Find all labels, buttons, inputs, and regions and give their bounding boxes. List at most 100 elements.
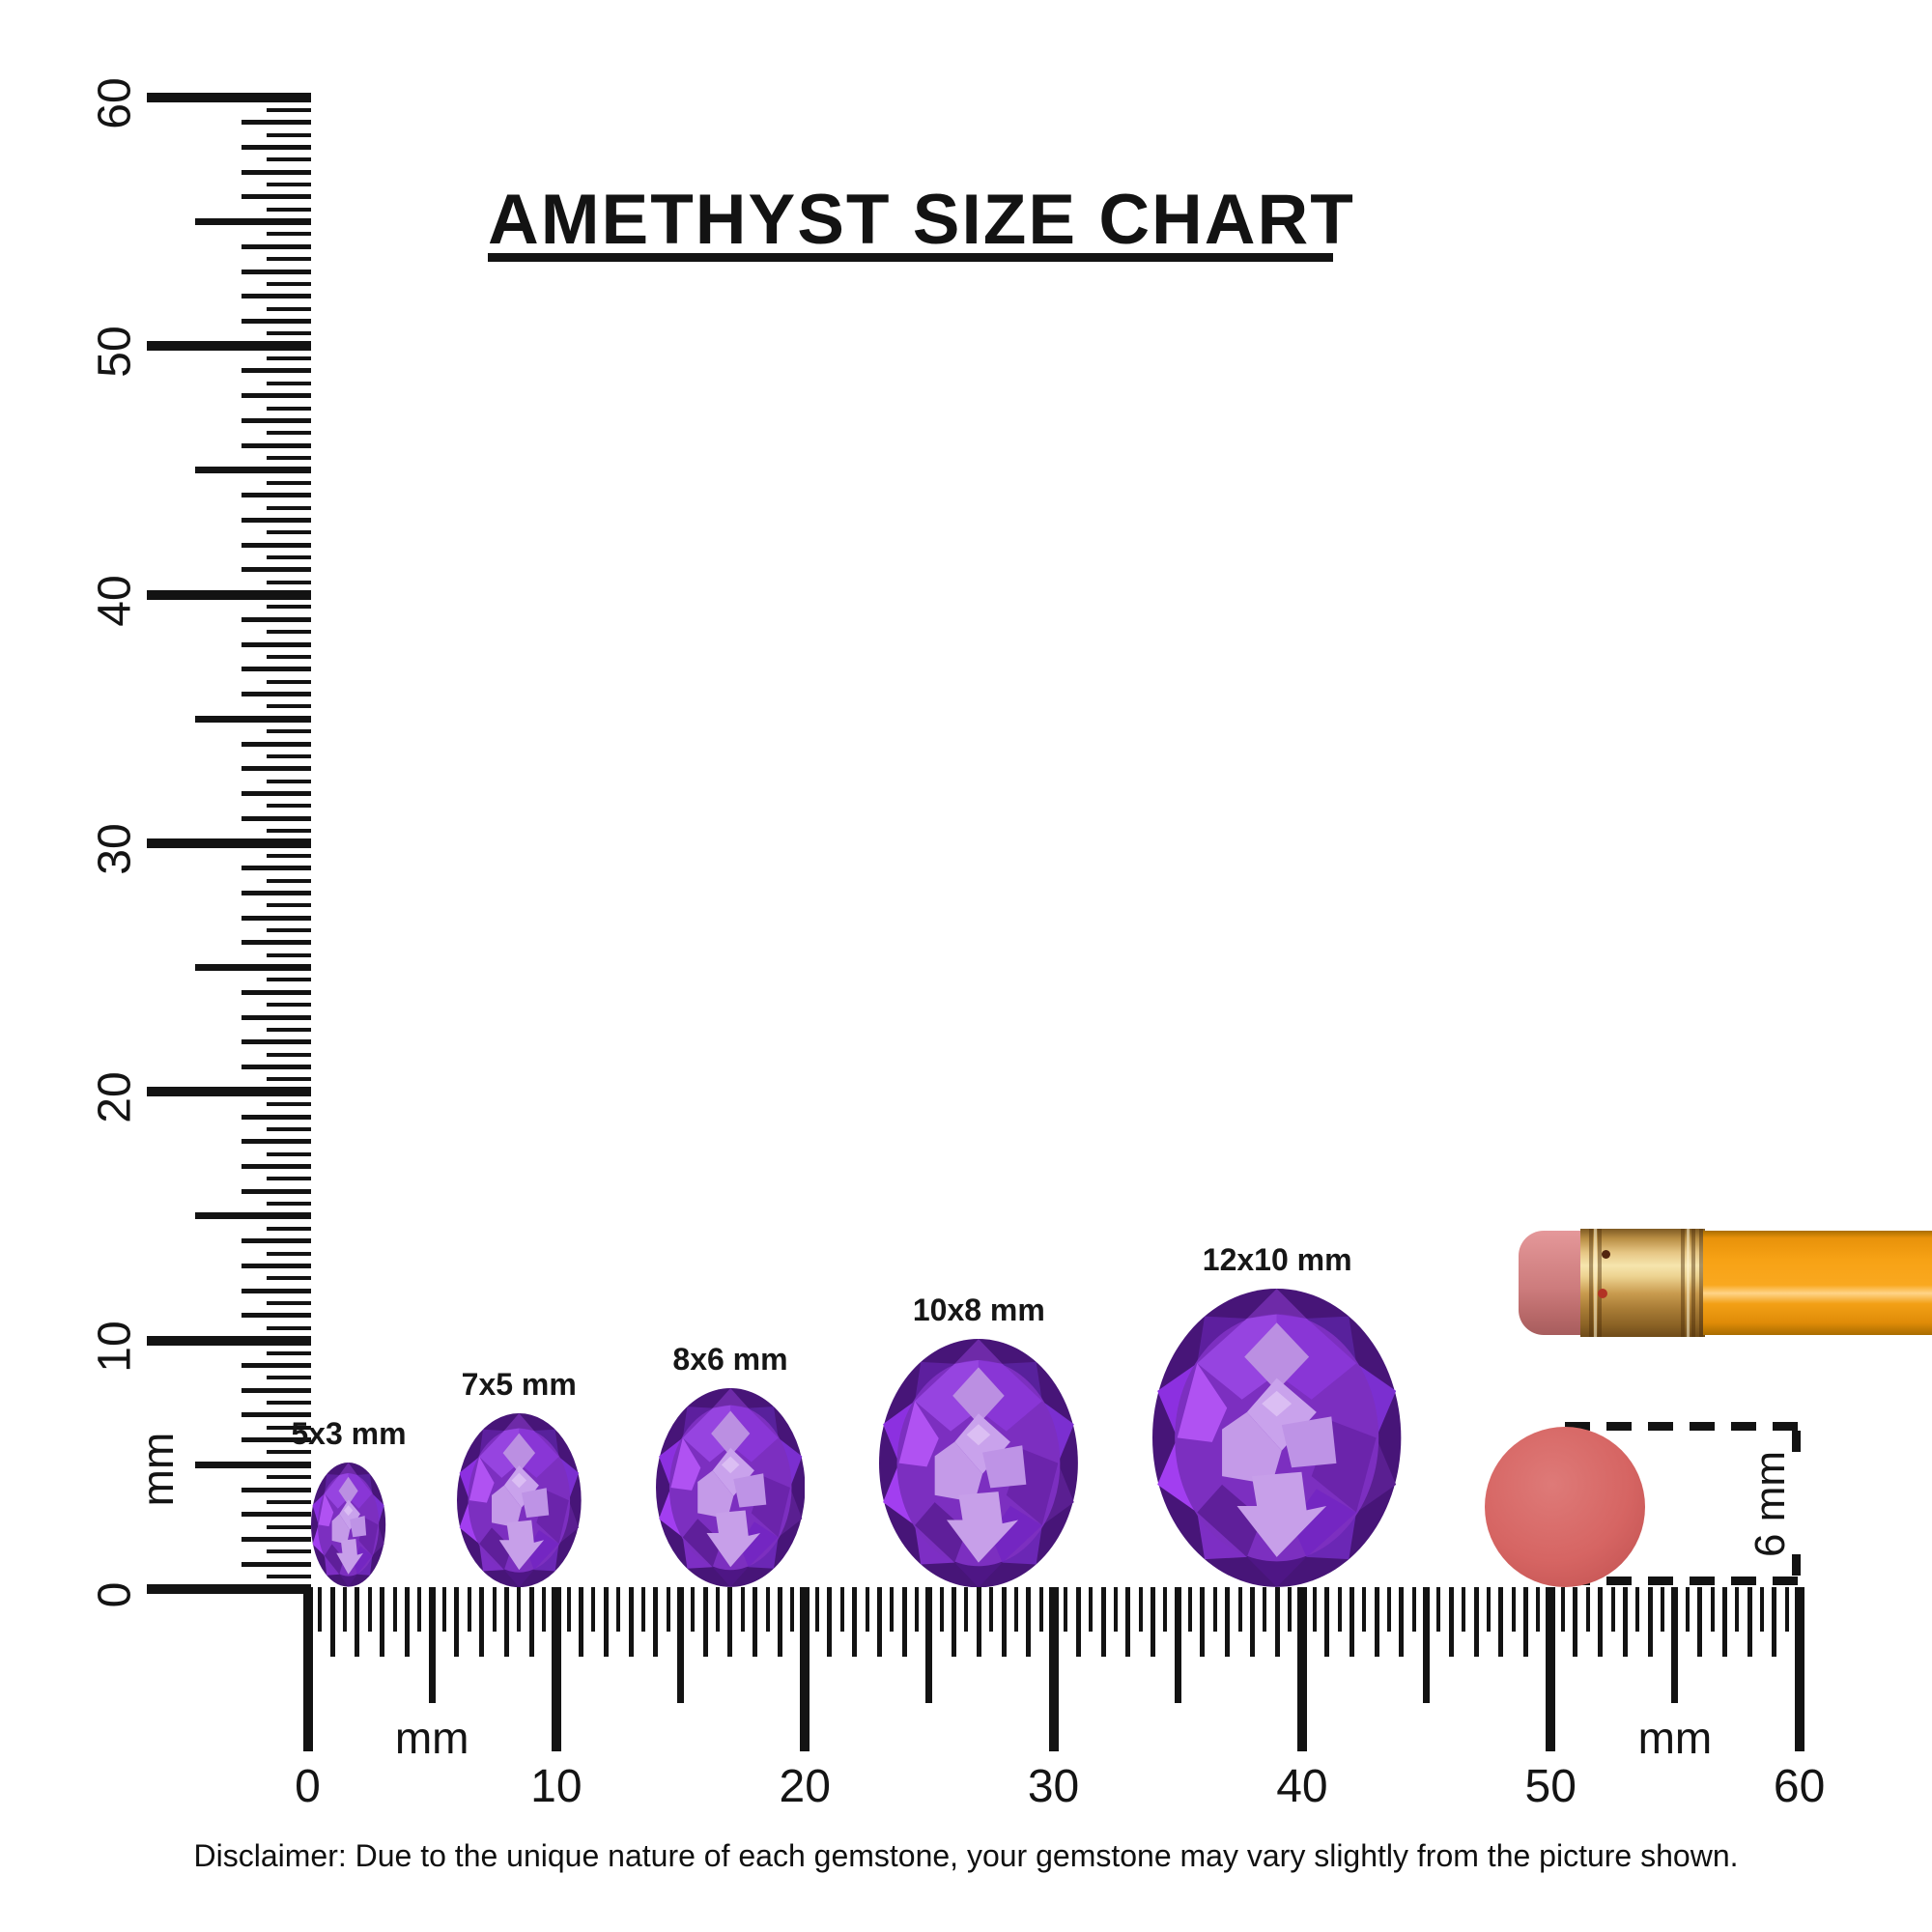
- h-tick: [1411, 1587, 1416, 1632]
- eraser-top-view: [1485, 1427, 1645, 1587]
- h-tick: [865, 1587, 869, 1632]
- h-tick: [329, 1587, 335, 1657]
- h-tick: [1048, 1587, 1059, 1751]
- v-tick: [242, 940, 311, 946]
- v-ruler-unit: mm: [132, 1433, 183, 1507]
- v-tick: [267, 753, 311, 758]
- h-tick: [1100, 1587, 1106, 1657]
- v-tick: [267, 1549, 311, 1554]
- pencil-eraser: [1519, 1231, 1584, 1335]
- h-ruler-unit: mm: [1637, 1713, 1713, 1763]
- h-tick: [691, 1587, 696, 1632]
- v-tick: [242, 517, 311, 523]
- h-tick: [1163, 1587, 1168, 1632]
- h-tick: [541, 1587, 546, 1632]
- v-tick: [267, 654, 311, 659]
- pencil-body: [1703, 1231, 1932, 1335]
- v-tick: [267, 1301, 311, 1306]
- v-tick: [267, 406, 311, 411]
- v-tick: [267, 1425, 311, 1430]
- h-tick: [1337, 1587, 1342, 1632]
- v-tick: [267, 157, 311, 162]
- h-ruler-number: 30: [1027, 1761, 1080, 1812]
- h-tick: [716, 1587, 721, 1632]
- h-tick: [1089, 1587, 1094, 1632]
- v-tick: [242, 243, 311, 249]
- v-tick: [242, 442, 311, 448]
- v-tick: [267, 779, 311, 783]
- h-tick: [1685, 1587, 1690, 1632]
- v-tick: [242, 1313, 311, 1319]
- measure-dash-top: [1565, 1422, 1801, 1431]
- h-tick: [640, 1587, 645, 1632]
- h-tick: [852, 1587, 858, 1657]
- h-tick: [1598, 1587, 1604, 1657]
- h-tick: [1498, 1587, 1504, 1657]
- v-tick: [242, 1288, 311, 1293]
- h-tick: [1249, 1587, 1255, 1657]
- h-tick: [1661, 1587, 1665, 1632]
- gem-size-label: 5x3 mm: [291, 1416, 407, 1452]
- v-tick: [195, 715, 311, 723]
- h-tick: [566, 1587, 571, 1632]
- h-tick: [1436, 1587, 1441, 1632]
- h-tick: [1735, 1587, 1740, 1632]
- v-tick: [242, 815, 311, 821]
- h-tick: [479, 1587, 485, 1657]
- h-tick: [1038, 1587, 1043, 1632]
- v-tick: [267, 381, 311, 385]
- amethyst-gem: [311, 1463, 386, 1587]
- v-ruler-number: 50: [89, 326, 141, 378]
- v-tick: [242, 866, 311, 871]
- v-ruler-number: 20: [89, 1071, 141, 1123]
- v-tick: [267, 1027, 311, 1032]
- h-tick: [302, 1587, 313, 1751]
- h-tick: [1423, 1587, 1431, 1703]
- v-tick: [267, 952, 311, 957]
- h-tick: [1573, 1587, 1578, 1657]
- v-tick: [267, 1475, 311, 1480]
- v-tick: [267, 853, 311, 858]
- h-tick: [1546, 1587, 1556, 1751]
- h-tick: [616, 1587, 621, 1632]
- v-tick: [267, 306, 311, 311]
- h-tick: [380, 1587, 385, 1657]
- pencil: [1519, 1229, 1932, 1337]
- h-tick: [1188, 1587, 1193, 1632]
- v-tick: [242, 1164, 311, 1169]
- h-tick: [753, 1587, 758, 1657]
- v-tick: [267, 605, 311, 610]
- h-tick: [1759, 1587, 1764, 1632]
- h-ruler-number: 0: [295, 1761, 321, 1812]
- v-tick: [242, 1188, 311, 1194]
- h-tick: [1747, 1587, 1752, 1657]
- disclaimer-text: Disclaimer: Due to the unique nature of …: [193, 1838, 1739, 1873]
- h-tick: [1448, 1587, 1454, 1657]
- h-tick: [1013, 1587, 1018, 1632]
- v-tick: [267, 878, 311, 883]
- v-tick: [267, 132, 311, 137]
- h-tick: [1386, 1587, 1391, 1632]
- v-tick: [242, 641, 311, 647]
- v-tick: [267, 257, 311, 262]
- h-tick: [492, 1587, 497, 1632]
- h-tick: [1486, 1587, 1491, 1632]
- h-tick: [579, 1587, 584, 1657]
- h-ruler-number: 40: [1276, 1761, 1328, 1812]
- v-tick: [267, 804, 311, 809]
- v-tick: [242, 790, 311, 796]
- h-tick: [528, 1587, 534, 1657]
- v-ruler-number: 10: [89, 1320, 141, 1373]
- v-tick: [242, 319, 311, 324]
- v-tick: [242, 1537, 311, 1543]
- h-tick: [777, 1587, 782, 1657]
- h-tick: [901, 1587, 907, 1657]
- v-tick: [242, 368, 311, 374]
- v-tick: [267, 978, 311, 982]
- h-tick: [1324, 1587, 1330, 1657]
- v-tick: [267, 1499, 311, 1504]
- h-tick: [790, 1587, 795, 1632]
- v-tick: [242, 989, 311, 995]
- h-tick: [876, 1587, 882, 1657]
- h-tick: [1610, 1587, 1615, 1632]
